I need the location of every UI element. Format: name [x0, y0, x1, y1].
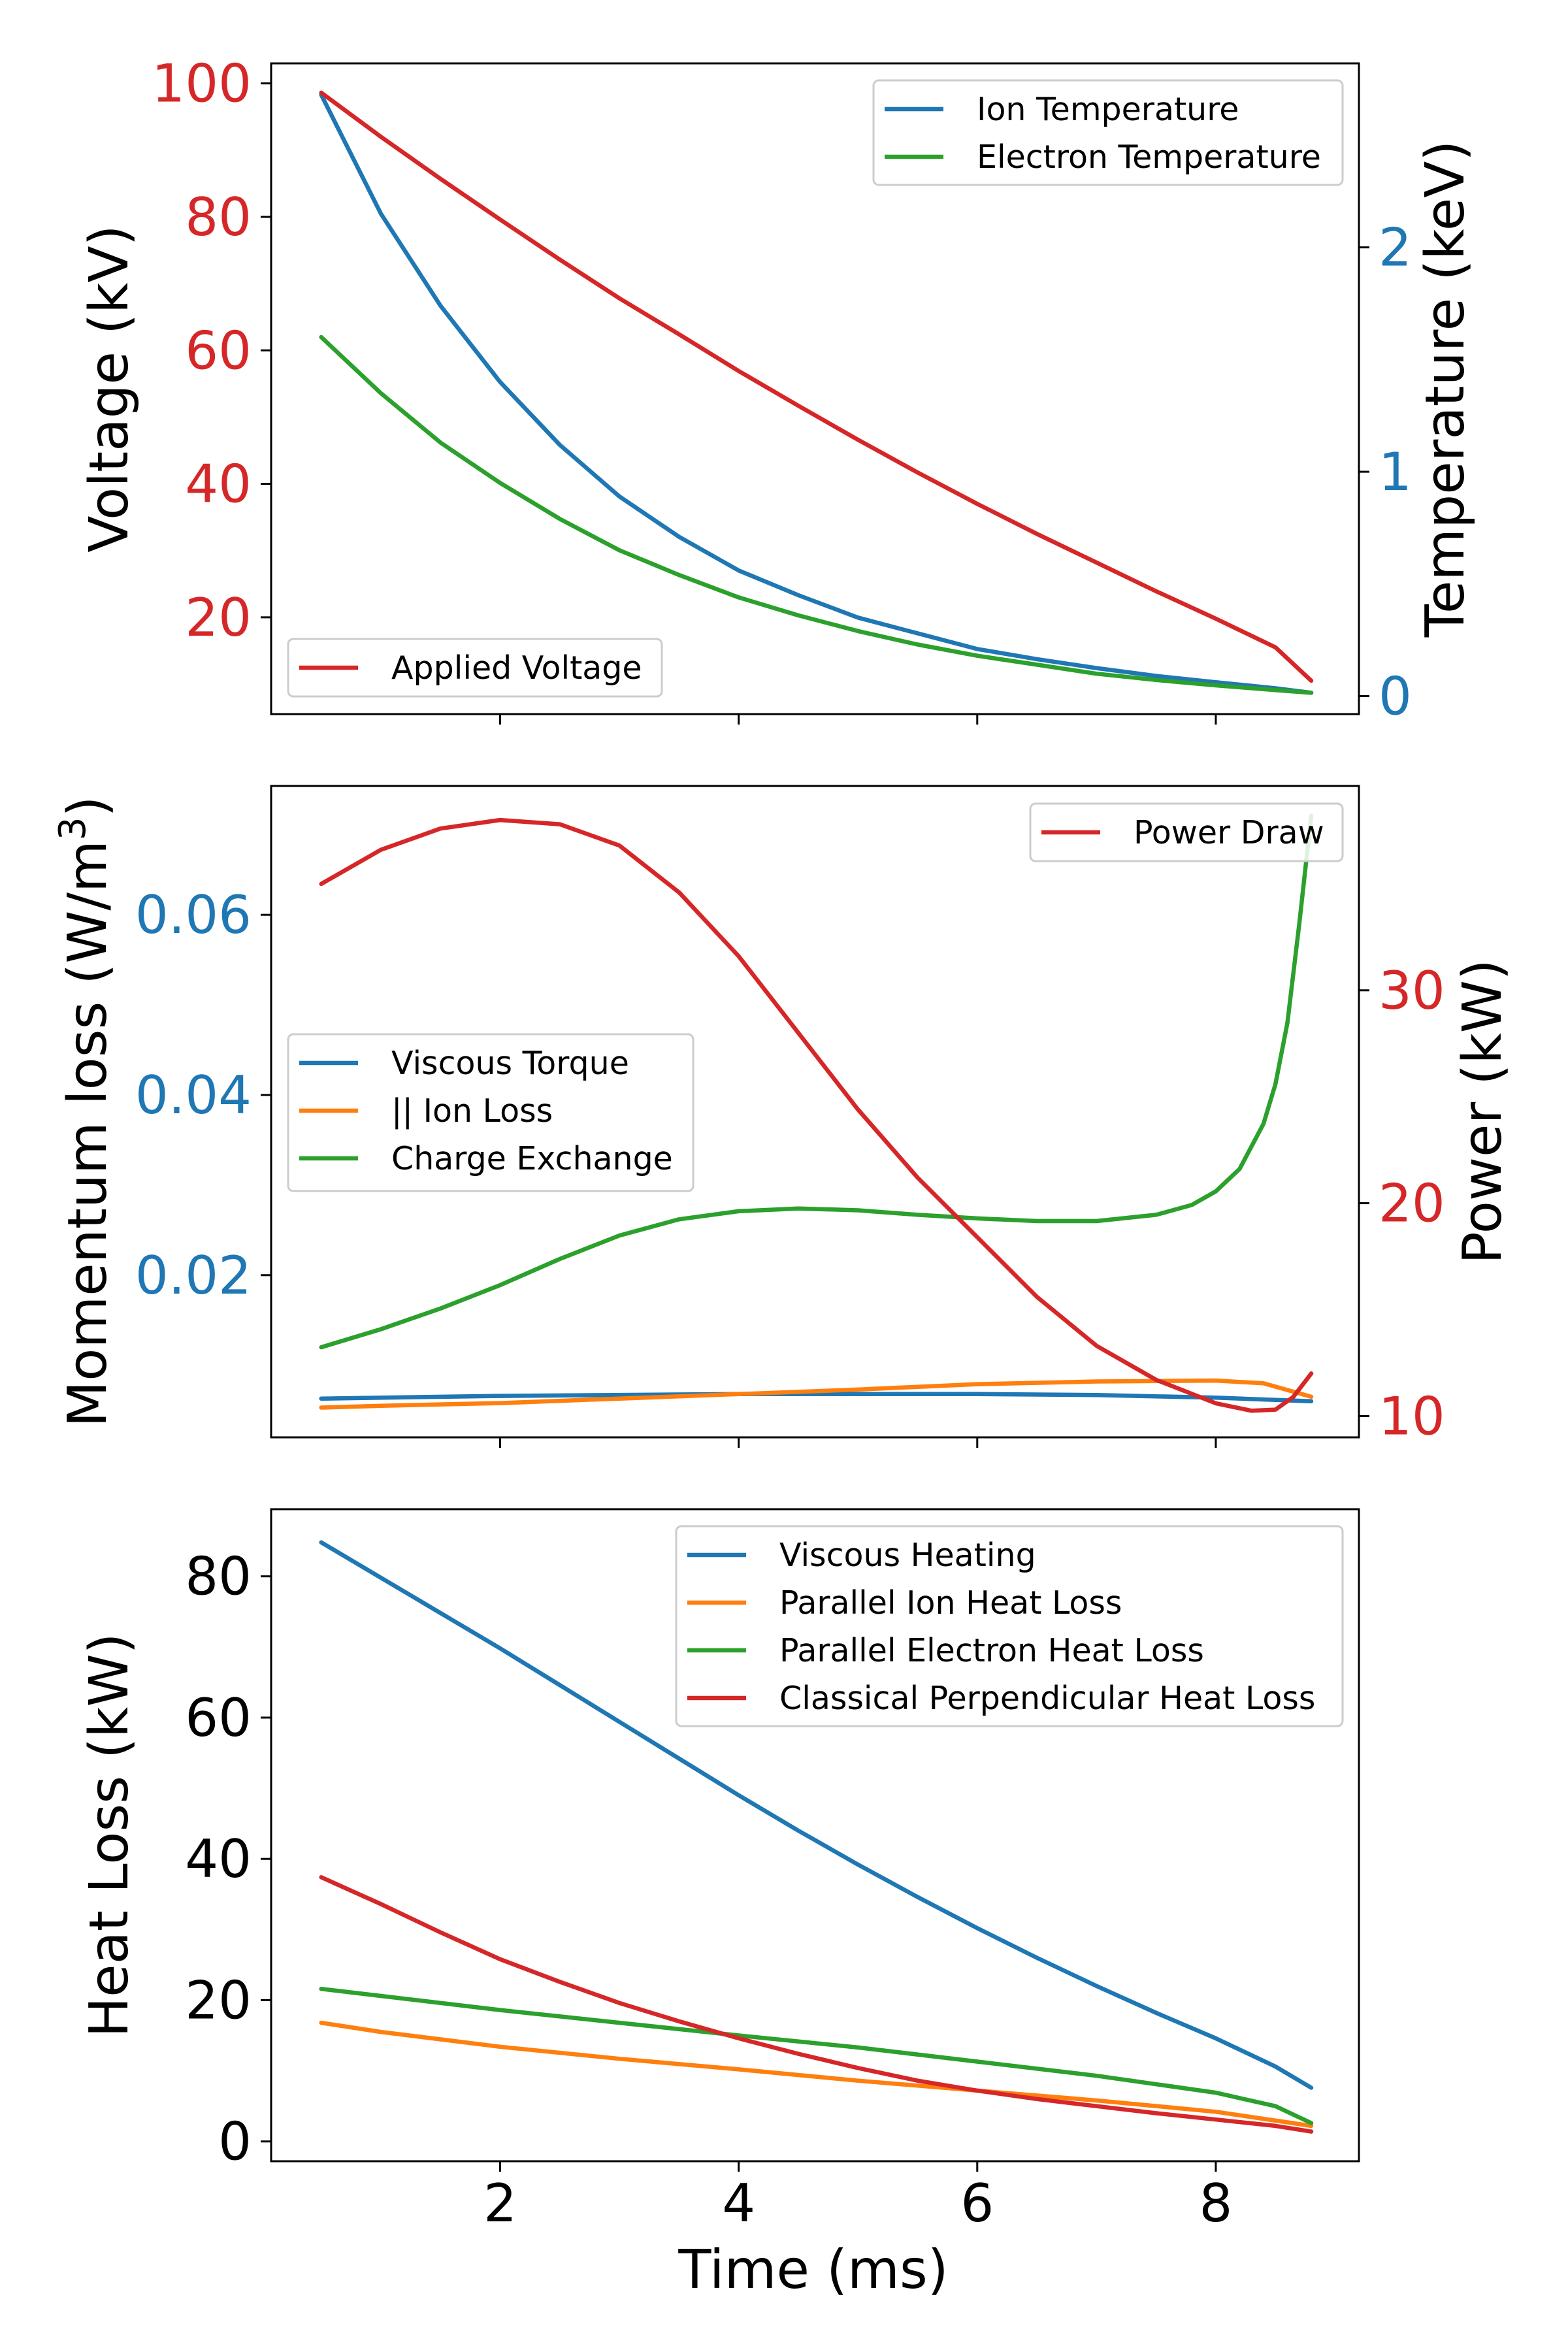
left-axis-label-superscript: 3	[52, 817, 94, 841]
panel-1: 20 40 60 80 100 Voltage (kV) 0 1 2 Temperature (k…	[78, 54, 1477, 727]
series-line-viscous-heating	[319, 1540, 1314, 2090]
left-tick-label: 0.06	[135, 885, 252, 945]
right-tick-label: 2	[1379, 218, 1412, 278]
legend-label-classical-perpendicular-heat-loss: Classical Perpendicular Heat Loss	[779, 1680, 1315, 1717]
x-tick-label: 4	[722, 2173, 755, 2234]
legend-label-ion-temperature: Ion Temperature	[977, 91, 1239, 128]
left-tick-label: 0	[218, 2112, 252, 2172]
series-line-applied-voltage	[319, 90, 1314, 683]
left-tick-label: 40	[185, 1829, 252, 1889]
series-line-parallel-ion-heat-loss	[319, 2020, 1314, 2129]
series-line-ion-loss	[319, 1378, 1314, 1410]
series-line-power-draw	[319, 817, 1314, 1413]
plot-frame	[270, 1508, 1360, 2163]
series-line-parallel-electron-heat-loss	[319, 1986, 1314, 2125]
legend-label-viscous-heating: Viscous Heating	[779, 1537, 1036, 1574]
right-tick-label: 0	[1379, 666, 1412, 727]
right-tick-label: 10	[1379, 1386, 1445, 1446]
left-tick-label: 0.02	[135, 1245, 252, 1306]
legend-label-charge-exchange: Charge Exchange	[391, 1140, 673, 1177]
left-tick-label: 20	[185, 1970, 252, 2031]
legend-label-parallel-electron-heat-loss: Parallel Electron Heat Loss	[779, 1632, 1204, 1669]
legend-label-power-draw: Power Draw	[1134, 814, 1324, 851]
legend-box	[872, 79, 1344, 186]
legend-center-left: Viscous Torque || Ion Loss Charge Exchange	[287, 1033, 694, 1192]
left-axis-label: Heat Loss (kW)	[78, 1633, 140, 2037]
left-tick-label: 80	[185, 1546, 252, 1607]
right-tick-label: 1	[1379, 442, 1412, 502]
right-tick-label: 20	[1379, 1173, 1445, 1234]
legend-upper-right: Viscous Heating Parallel Ion Heat Loss Par…	[675, 1525, 1344, 1727]
legend-upper-right: Ion Temperature Electron Temperature	[872, 79, 1344, 186]
x-tick-label: 2	[483, 2173, 517, 2234]
legend-label-electron-temperature: Electron Temperature	[977, 139, 1321, 176]
right-axis-label: Temperature (keV)	[1414, 140, 1477, 638]
left-tick-label: 40	[185, 454, 252, 515]
left-tick-label: 0.04	[135, 1065, 252, 1126]
left-axis-label: Momentum loss (W/m3)	[52, 796, 120, 1428]
legend-box	[675, 1525, 1344, 1727]
series-line-ion-temperature	[319, 92, 1314, 695]
legend-label-applied-voltage: Applied Voltage	[391, 649, 642, 687]
left-axis-label: Voltage (kV)	[78, 225, 140, 552]
legend-upper-right: Power Draw	[1029, 802, 1344, 862]
x-axis-label: Time (ms)	[678, 2239, 948, 2301]
legend-label-ion-loss: || Ion Loss	[391, 1092, 553, 1130]
series-line-classical-perpendicular-heat-loss	[319, 1875, 1314, 2134]
left-tick-label: 80	[185, 187, 252, 248]
right-tick-label: 30	[1379, 960, 1445, 1021]
series-line-charge-exchange	[319, 813, 1314, 1350]
legend-box	[287, 1033, 694, 1192]
legend-box	[287, 638, 663, 698]
legend-label-viscous-torque: Viscous Torque	[391, 1045, 629, 1082]
legend-label-parallel-ion-heat-loss: Parallel Ion Heat Loss	[779, 1584, 1122, 1622]
legend-lower-left: Applied Voltage	[287, 638, 663, 698]
right-axis-label: Power (kW)	[1452, 959, 1514, 1264]
left-tick-label: 100	[152, 54, 252, 114]
x-tick-label: 8	[1199, 2173, 1232, 2234]
plot-frame	[270, 785, 1360, 1439]
legend-box	[1029, 802, 1344, 862]
series-line-electron-temperature	[319, 335, 1314, 695]
x-tick-label: 6	[960, 2173, 994, 2234]
plot-frame	[270, 62, 1360, 715]
left-tick-label: 60	[185, 1688, 252, 1748]
left-tick-label: 20	[185, 587, 252, 648]
left-tick-label: 60	[185, 320, 252, 381]
